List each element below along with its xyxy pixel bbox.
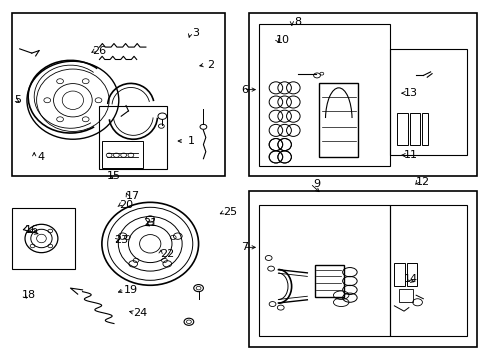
Bar [259,205,389,336]
Text: 4: 4 [38,152,45,162]
Bar [12,13,224,176]
Bar [249,13,476,176]
Bar [102,141,142,168]
Text: 1: 1 [187,136,194,146]
Text: 7: 7 [241,242,247,252]
Text: 16: 16 [25,225,39,235]
Bar [259,24,389,166]
Bar [389,205,466,336]
Text: 23: 23 [114,235,128,245]
Bar [319,82,357,157]
Bar [12,208,75,269]
Text: 17: 17 [126,191,140,201]
Text: 21: 21 [143,217,157,228]
Bar [389,49,466,155]
Text: 9: 9 [313,179,320,189]
Text: 25: 25 [223,207,237,217]
Text: 13: 13 [404,88,417,98]
Text: 3: 3 [192,28,199,38]
Text: 15: 15 [107,171,121,181]
Bar [409,113,419,145]
Text: 19: 19 [123,285,138,295]
Bar [393,263,404,286]
Text: 5: 5 [14,95,20,105]
Text: 22: 22 [160,249,174,260]
Bar [398,289,412,302]
Bar [249,191,476,347]
Bar [314,265,343,297]
Text: 12: 12 [415,177,429,187]
Text: 24: 24 [133,308,147,318]
Bar [406,263,416,286]
Text: 20: 20 [119,200,133,210]
Text: 8: 8 [293,17,301,27]
Text: 26: 26 [92,46,106,56]
Bar [421,113,427,145]
Text: 10: 10 [276,35,289,45]
Text: 14: 14 [404,274,418,284]
Bar [396,113,407,145]
Text: 11: 11 [404,150,417,160]
Bar [99,105,167,169]
Text: 2: 2 [207,60,214,70]
Text: 6: 6 [241,85,247,95]
Text: 18: 18 [22,290,36,300]
